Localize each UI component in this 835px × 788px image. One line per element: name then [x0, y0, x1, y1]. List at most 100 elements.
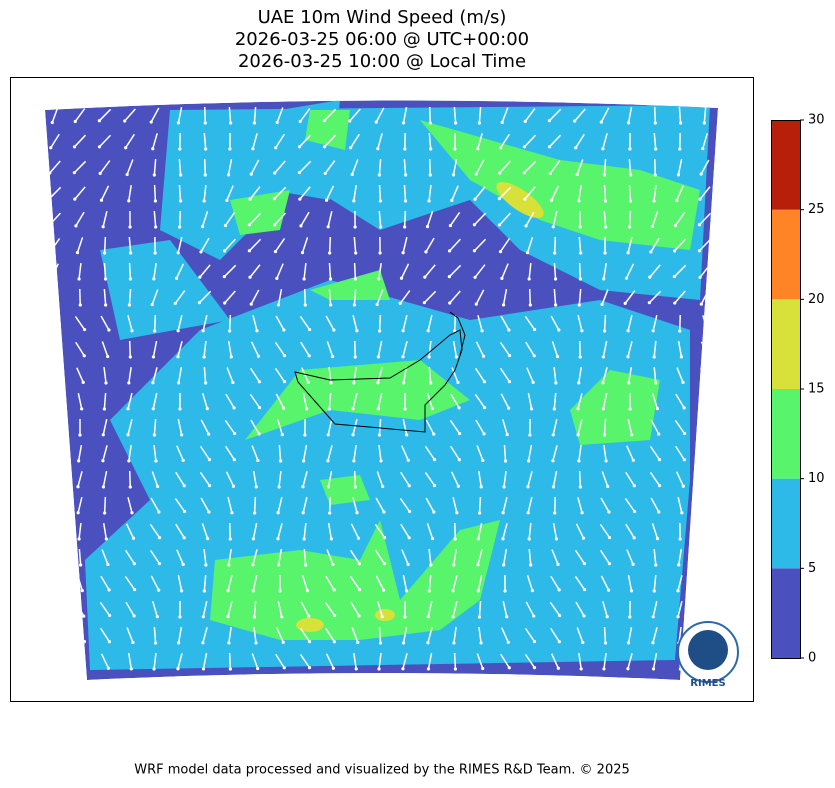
- wind-arrow: [351, 627, 359, 643]
- wind-arrow: [327, 445, 333, 461]
- wind-arrow-head: [425, 224, 430, 229]
- wind-arrow: [699, 186, 711, 200]
- wind-arrow: [650, 237, 660, 253]
- wind-arrow: [177, 626, 183, 644]
- wind-arrow: [228, 522, 232, 540]
- wind-arrow: [678, 106, 682, 124]
- wind-arrow: [474, 367, 486, 383]
- wind-arrow-head: [423, 275, 427, 279]
- wind-arrow-head: [379, 225, 383, 229]
- wind-arrow: [125, 549, 135, 565]
- wind-arrow-head: [699, 172, 703, 176]
- wind-arrow: [499, 160, 511, 174]
- wind-arrow-head: [403, 199, 408, 203]
- coastline: [449, 311, 466, 356]
- wind-arrow: [150, 107, 160, 123]
- wind-arrow-head: [377, 667, 381, 671]
- wind-arrow-head: [503, 459, 508, 463]
- wind-arrow: [277, 497, 283, 513]
- wind-arrow-head: [355, 511, 359, 515]
- wind-arrow: [403, 158, 407, 176]
- wind-arrow: [378, 444, 382, 462]
- wind-arrow: [603, 210, 607, 228]
- wind-arrow-head: [407, 509, 412, 514]
- wind-arrow: [476, 653, 484, 669]
- wind-arrow-head: [375, 302, 379, 307]
- wind-arrow-head: [429, 147, 433, 151]
- wind-arrow-head: [182, 509, 187, 514]
- wind-arrow: [175, 523, 185, 539]
- wind-arrow: [153, 444, 157, 462]
- wind-arrow-head: [557, 328, 561, 332]
- wind-arrow: [252, 523, 258, 539]
- wind-arrow: [103, 262, 107, 280]
- wind-arrow: [276, 107, 284, 123]
- wind-arrow-head: [653, 173, 657, 177]
- wind-arrow-head: [382, 588, 386, 592]
- wind-arrow-head: [523, 197, 527, 201]
- wind-arrow: [523, 134, 537, 148]
- wind-arrow-head: [606, 484, 610, 489]
- wind-arrow-head: [151, 381, 155, 385]
- wind-arrow: [703, 496, 707, 514]
- wind-arrow: [126, 159, 134, 175]
- wind-arrow: [201, 523, 209, 539]
- wind-arrow-head: [303, 433, 307, 437]
- wind-arrow-head: [500, 276, 504, 280]
- wind-arrow-head: [525, 251, 530, 255]
- wind-arrow-head: [654, 381, 658, 385]
- colorbar-segment: [771, 120, 800, 210]
- wind-arrow: [399, 290, 411, 304]
- wind-arrow: [303, 288, 307, 306]
- wind-arrow-head: [230, 511, 234, 515]
- wind-arrow: [226, 367, 234, 383]
- wind-arrow: [449, 238, 461, 252]
- wind-arrow-head: [498, 250, 503, 254]
- wind-arrow: [127, 315, 133, 331]
- wind-arrow: [203, 184, 207, 202]
- wind-arrow: [452, 497, 458, 513]
- wind-arrow-head: [448, 223, 453, 228]
- wind-arrow-head: [307, 614, 311, 618]
- wind-arrow-head: [299, 224, 303, 228]
- wind-arrow: [449, 290, 461, 304]
- wind-arrow-head: [472, 249, 477, 253]
- wind-arrow: [102, 471, 108, 487]
- wind-arrow-head: [457, 406, 461, 410]
- wind-arrow-head: [701, 563, 705, 567]
- wind-arrow: [378, 652, 382, 670]
- wind-arrow: [500, 653, 510, 669]
- wind-arrow: [400, 523, 410, 539]
- wind-arrow: [453, 106, 457, 124]
- wind-arrow: [100, 653, 110, 669]
- wind-arrow-head: [152, 433, 156, 437]
- wind-arrow-head: [601, 381, 605, 385]
- wind-arrow: [224, 420, 236, 434]
- wind-arrow-head: [272, 223, 277, 227]
- wind-arrow-head: [450, 198, 454, 202]
- wind-arrow-head: [225, 198, 229, 202]
- wind-arrow: [203, 340, 207, 358]
- wind-arrow: [649, 445, 661, 461]
- wind-arrow-head: [672, 275, 676, 279]
- wind-arrow: [700, 159, 710, 175]
- title-line: UAE 10m Wind Speed (m/s): [258, 7, 507, 28]
- wind-arrow: [352, 497, 358, 513]
- wind-arrow-head: [403, 615, 407, 619]
- wind-arrow: [52, 548, 58, 566]
- wind-arrow: [202, 601, 208, 617]
- wind-arrow: [101, 549, 109, 565]
- wind-arrow-head: [131, 640, 135, 645]
- wind-arrow-head: [101, 433, 105, 437]
- wind-arrow: [128, 262, 132, 280]
- wind-arrow-head: [632, 509, 637, 514]
- wind-arrow: [125, 523, 135, 539]
- wind-arrow-head: [376, 407, 380, 411]
- wind-arrow-head: [52, 485, 56, 489]
- wind-arrow-head: [178, 147, 182, 151]
- wind-arrow: [227, 497, 233, 513]
- wind-arrow: [427, 627, 433, 643]
- wind-arrow: [702, 133, 708, 149]
- wind-arrow: [502, 523, 508, 539]
- wind-arrow: [50, 653, 60, 669]
